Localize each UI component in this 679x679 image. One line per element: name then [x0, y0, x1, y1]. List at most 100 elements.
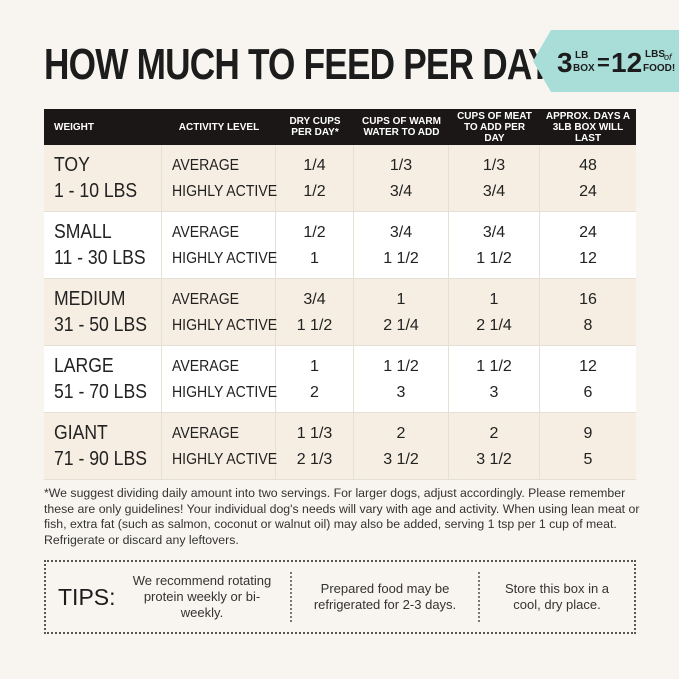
tips-box: TIPS: We recommend rotating protein week…: [44, 560, 636, 634]
value: 1 1/2: [383, 250, 419, 267]
value-cell: 2 3 1/2: [449, 413, 540, 480]
value: 3/4: [389, 224, 413, 241]
row-bg: [44, 413, 636, 480]
value: 24: [579, 183, 597, 200]
range: 1 - 10 LBS: [54, 180, 138, 202]
size: GIANT: [54, 422, 108, 444]
range: 71 - 90 LBS: [54, 448, 147, 470]
value: 1 1/2: [383, 358, 419, 375]
value-cell: 3/4 1 1/2: [276, 279, 354, 346]
value: 48: [579, 157, 597, 174]
value-cell: 16 8: [540, 279, 636, 346]
activity-cell: AVERAGE HIGHLY ACTIVE: [162, 279, 278, 346]
value: 3: [396, 384, 406, 401]
value: 1 1/3: [296, 425, 333, 442]
value-cell: 1/2 1: [276, 212, 354, 279]
value: 2: [396, 425, 406, 442]
food-word: FOOD!: [643, 63, 675, 74]
column-header: WEIGHT: [54, 121, 94, 133]
header-bg: [44, 109, 636, 145]
value: 2 1/4: [476, 317, 512, 334]
weight-cell: LARGE 51 - 70 LBS: [44, 346, 162, 413]
activity: AVERAGE: [172, 157, 240, 174]
badge-bg: [533, 30, 679, 92]
column-header: CUPS OF WARM WATER TO ADD: [362, 116, 441, 138]
value: 1/2: [303, 224, 326, 241]
value-cell: 3/4 1 1/2: [449, 212, 540, 279]
value: 12: [579, 250, 597, 267]
box-word: BOX: [573, 63, 595, 74]
value-cell: 1 2 1/4: [449, 279, 540, 346]
value: 1 1/2: [476, 250, 512, 267]
column-header: CUPS OF MEAT TO ADD PER DAY: [457, 110, 532, 144]
size: LARGE: [54, 355, 114, 377]
range: 51 - 70 LBS: [54, 381, 147, 403]
value: 1 1/2: [476, 358, 512, 375]
value: 1/3: [389, 157, 413, 174]
value: 3: [489, 384, 499, 401]
value: 2: [489, 425, 499, 442]
food-weight: 12: [611, 47, 642, 78]
value-cell: 12 6: [540, 346, 636, 413]
value-cell: 1/4 1/2: [276, 145, 354, 212]
weight-cell: TOY 1 - 10 LBS: [44, 145, 162, 212]
value: 2 1/3: [296, 451, 333, 468]
food-of: of: [664, 52, 673, 62]
value-cell: 1 2 1/4: [354, 279, 449, 346]
equals: =: [597, 50, 610, 75]
value: 2 1/4: [383, 317, 419, 334]
weight-cell: SMALL 11 - 30 LBS: [44, 212, 162, 279]
activity-cell: AVERAGE HIGHLY ACTIVE: [162, 413, 278, 480]
value: 3/4: [303, 291, 326, 308]
value: 16: [579, 291, 597, 308]
tips-label: TIPS:: [58, 584, 116, 610]
activity: HIGHLY ACTIVE: [172, 451, 278, 468]
value: 1/3: [482, 157, 506, 174]
value: 5: [583, 451, 593, 468]
box-unit: LB: [575, 50, 588, 61]
activity: AVERAGE: [172, 425, 240, 442]
activity: AVERAGE: [172, 291, 240, 308]
value-cell: 2 3 1/2: [354, 413, 449, 480]
value: 1/2: [303, 183, 326, 200]
value-cell: 3/4 1 1/2: [354, 212, 449, 279]
activity: AVERAGE: [172, 224, 240, 241]
column-header: APPROX. DAYS A 3LB BOX WILL LAST: [545, 110, 631, 144]
weight-cell: MEDIUM 31 - 50 LBS: [44, 279, 162, 346]
value: 3 1/2: [383, 451, 419, 468]
value: 3/4: [482, 224, 506, 241]
value: 1/4: [303, 157, 326, 174]
value-cell: 1 1/3 2 1/3: [276, 413, 354, 480]
column-header: ACTIVITY LEVEL: [178, 121, 260, 133]
row-bg: [44, 279, 636, 346]
row-bg: [44, 145, 636, 212]
activity: HIGHLY ACTIVE: [172, 250, 278, 267]
activity-cell: AVERAGE HIGHLY ACTIVE: [162, 145, 278, 212]
tip: Prepared food may be refrigerated for 2-…: [290, 572, 480, 622]
food-unit: LBS: [645, 49, 665, 60]
value: 3/4: [482, 183, 506, 200]
column-header: DRY CUPS PER DAY*: [289, 116, 341, 138]
value: 9: [583, 425, 593, 442]
value-cell: 1/3 3/4: [449, 145, 540, 212]
value: 3/4: [389, 183, 413, 200]
range: 11 - 30 LBS: [54, 247, 146, 269]
footnote: *We suggest dividing daily amount into t…: [44, 486, 640, 547]
size: SMALL: [54, 221, 112, 243]
value-cell: 24 12: [540, 212, 636, 279]
size: MEDIUM: [54, 288, 126, 310]
size: TOY: [54, 154, 90, 176]
title: HOW MUCH TO FEED PER DAY: [44, 40, 552, 89]
activity: HIGHLY ACTIVE: [172, 183, 278, 200]
value: 8: [583, 317, 593, 334]
value: 1: [310, 358, 319, 375]
row-bg: [44, 346, 636, 413]
activity: HIGHLY ACTIVE: [172, 317, 278, 334]
badge: 3 LB BOX = 12 LBS of FOOD!: [533, 30, 679, 92]
activity: HIGHLY ACTIVE: [172, 384, 278, 401]
value: 3 1/2: [476, 451, 512, 468]
value: 24: [579, 224, 597, 241]
